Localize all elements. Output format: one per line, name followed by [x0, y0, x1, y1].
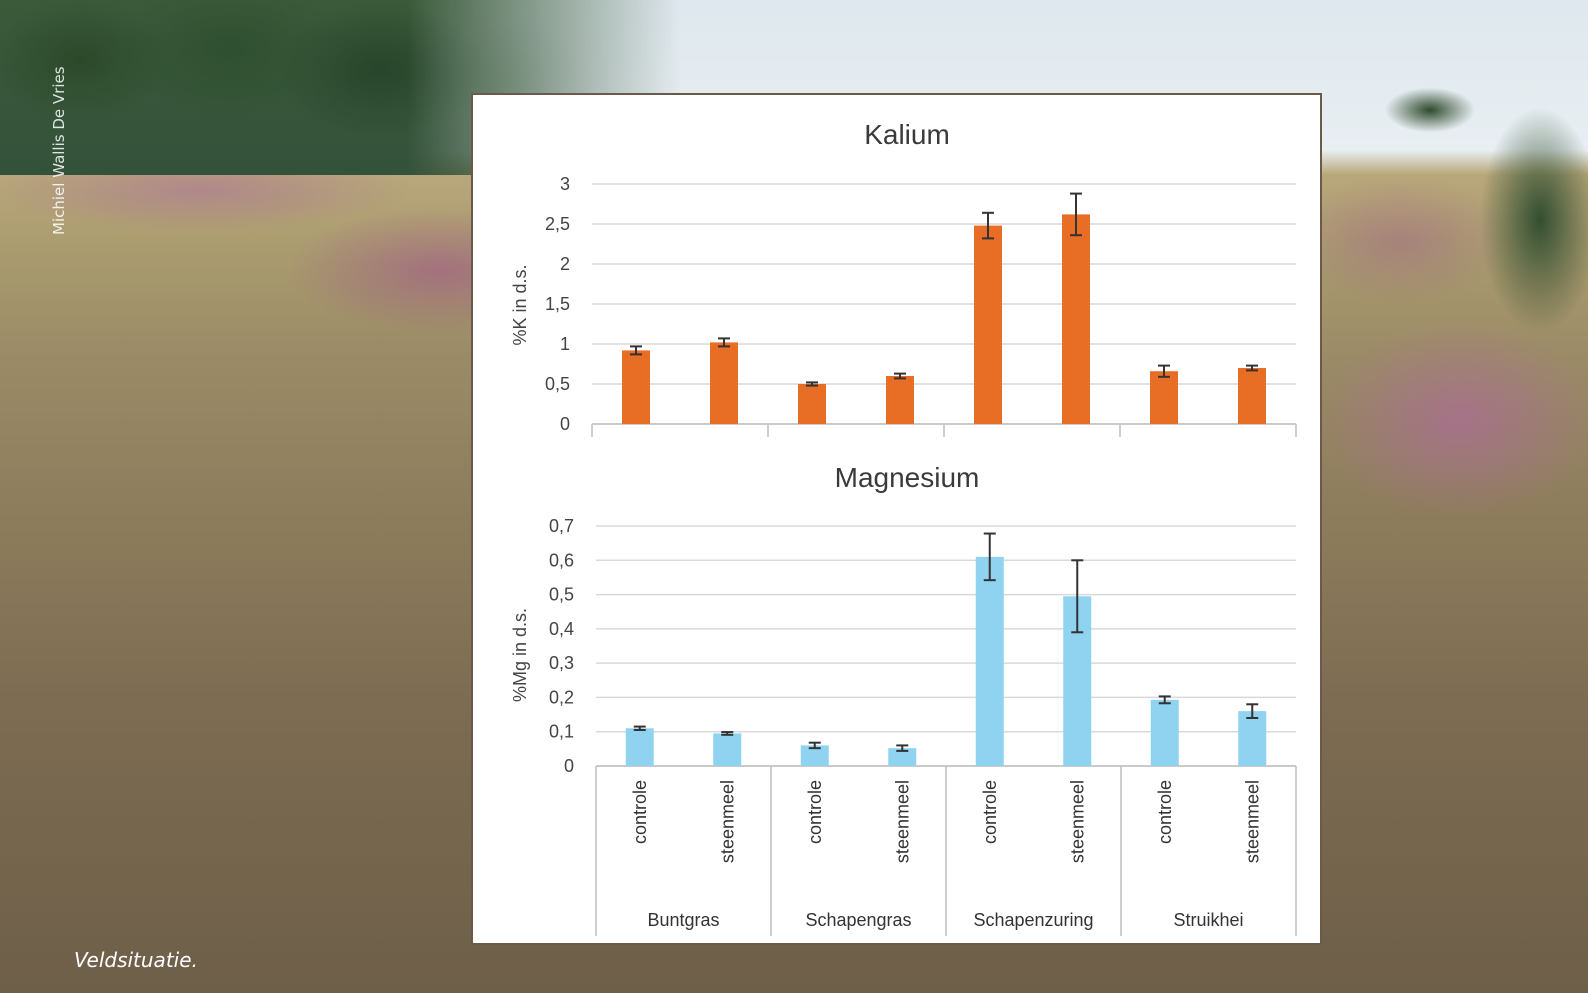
- x-category-label: controle: [980, 780, 1000, 844]
- x-group-label: Schapenzuring: [973, 910, 1093, 930]
- caption: Veldsituatie.: [74, 948, 198, 972]
- photo-credit: Michiel Wallis De Vries: [50, 66, 68, 235]
- pine-trees-right: [1360, 40, 1588, 340]
- x-category-label: controle: [630, 780, 650, 844]
- y-tick-label: 0: [560, 414, 570, 434]
- bar: [710, 342, 738, 424]
- y-tick-label: 3: [560, 174, 570, 194]
- chart-layer: 0 0,5 1 1,5 2 2,5 3 0 0,1 0,2 0,3 0,4 0,5 0,6 0,7 contr…: [545, 174, 1297, 936]
- y-tick-label: 0,6: [549, 550, 574, 570]
- y-tick-label: 2,5: [545, 214, 570, 234]
- bar: [800, 745, 829, 766]
- x-group-label: Struikhei: [1173, 910, 1243, 930]
- charts-svg: Kalium Magnesium %K in d.s. %Mg in d.s. …: [510, 119, 1297, 936]
- x-category-label: steenmeel: [1067, 780, 1087, 863]
- y-tick-label: 0,5: [545, 374, 570, 394]
- x-group-label: Buntgras: [647, 910, 719, 930]
- chart-title-magnesium: Magnesium: [835, 462, 980, 493]
- bar: [888, 748, 917, 766]
- x-category-label: controle: [1155, 780, 1175, 844]
- y-tick-label: 0: [564, 756, 574, 776]
- bar: [974, 225, 1002, 424]
- chart-panel: Kalium Magnesium %K in d.s. %Mg in d.s. …: [471, 93, 1322, 945]
- y-tick-label: 0,3: [549, 653, 574, 673]
- bar: [1238, 368, 1266, 424]
- x-category-label: controle: [805, 780, 825, 844]
- y-tick-label: 0,2: [549, 687, 574, 707]
- y-tick-label: 0,5: [549, 585, 574, 605]
- bar: [798, 384, 826, 424]
- y-tick-label: 2: [560, 254, 570, 274]
- x-category-label: steenmeel: [1242, 780, 1262, 863]
- y-tick-label: 0,7: [549, 516, 574, 536]
- bar: [886, 376, 914, 424]
- y-tick-label: 1: [560, 334, 570, 354]
- y-tick-label: 1,5: [545, 294, 570, 314]
- bar: [1062, 214, 1090, 424]
- bar: [713, 733, 742, 766]
- bar: [1150, 699, 1179, 766]
- bar: [1238, 711, 1267, 766]
- y-axis-label-magnesium: %Mg in d.s.: [510, 608, 530, 702]
- x-category-label: steenmeel: [892, 780, 912, 863]
- y-tick-label: 0,1: [549, 722, 574, 742]
- bar: [625, 728, 654, 766]
- bar: [975, 556, 1004, 766]
- bar: [1150, 371, 1178, 424]
- chart-title-kalium: Kalium: [864, 119, 950, 150]
- y-axis-label-kalium: %K in d.s.: [510, 264, 530, 345]
- x-group-label: Schapengras: [805, 910, 911, 930]
- y-tick-label: 0,4: [549, 619, 574, 639]
- x-category-label: steenmeel: [717, 780, 737, 863]
- bar: [622, 350, 650, 424]
